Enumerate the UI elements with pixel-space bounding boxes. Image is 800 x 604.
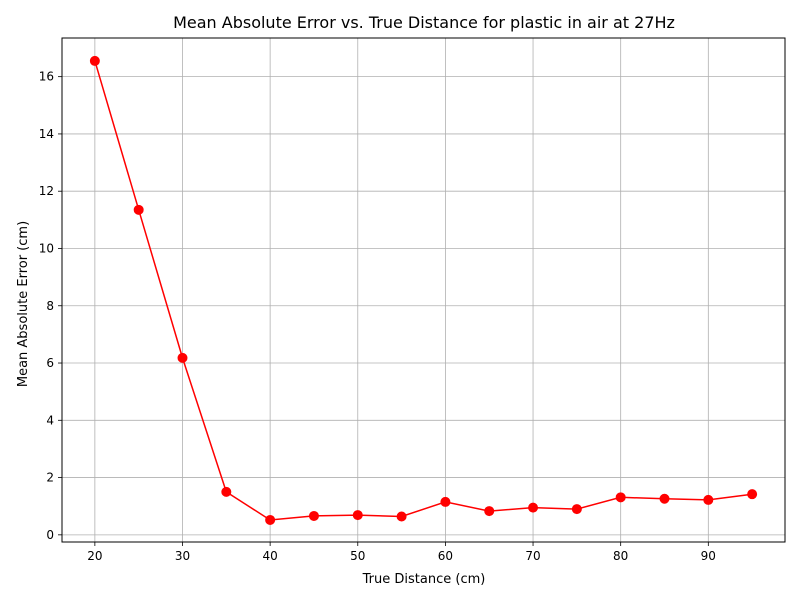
data-point	[528, 502, 539, 513]
y-tick-label: 0	[46, 528, 54, 542]
x-axis-label: True Distance (cm)	[362, 572, 486, 587]
y-tick-label: 14	[39, 127, 54, 141]
data-point	[133, 204, 144, 215]
data-point	[89, 55, 100, 66]
x-tick-label: 90	[701, 549, 716, 563]
data-point	[396, 511, 407, 522]
x-tick-label: 50	[350, 549, 365, 563]
data-point	[615, 492, 626, 503]
data-point	[177, 352, 188, 363]
x-tick-label: 40	[262, 549, 277, 563]
x-tick-label: 30	[175, 549, 190, 563]
x-tick-label: 20	[87, 549, 102, 563]
plot-frame	[61, 37, 786, 543]
x-tick-label: 80	[613, 549, 628, 563]
y-tick-label: 4	[46, 413, 54, 427]
y-tick-label: 12	[39, 184, 54, 198]
y-tick-label: 16	[39, 70, 54, 84]
data-point	[352, 510, 363, 521]
y-tick-label: 2	[46, 471, 54, 485]
y-tick-label: 10	[39, 241, 54, 255]
data-point	[747, 489, 758, 500]
series-line	[94, 60, 753, 521]
data-point	[703, 494, 714, 505]
data-point	[308, 510, 319, 521]
y-tick-label: 6	[46, 356, 54, 370]
data-point	[659, 493, 670, 504]
grid-lines	[62, 38, 785, 542]
chart-title: Mean Absolute Error vs. True Distance fo…	[173, 13, 675, 32]
data-point	[265, 514, 276, 525]
data-point	[440, 496, 451, 507]
data-point	[484, 506, 495, 517]
axis-ticks: 20 30 40 50 60 70 80 90 0 2 4 6 8 10 12 14 16	[39, 70, 716, 563]
y-tick-label: 8	[46, 299, 54, 313]
data-series	[89, 55, 758, 525]
data-point	[221, 486, 232, 497]
y-axis-label: Mean Absolute Error (cm)	[16, 221, 31, 387]
x-tick-label: 60	[438, 549, 453, 563]
x-tick-label: 70	[525, 549, 540, 563]
data-point	[571, 504, 582, 515]
